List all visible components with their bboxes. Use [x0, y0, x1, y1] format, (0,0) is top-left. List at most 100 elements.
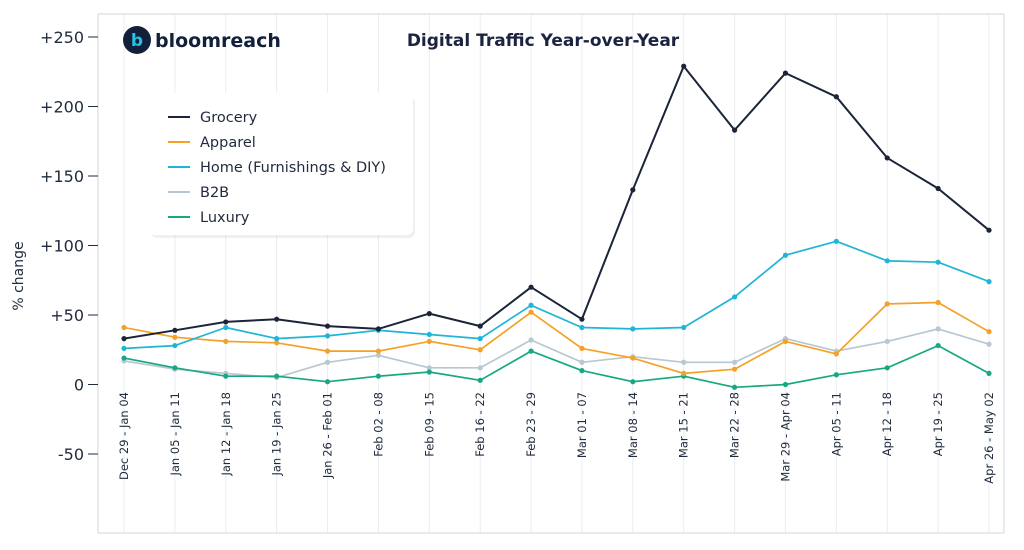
- x-tick-label: Apr 26 - May 02: [982, 392, 996, 484]
- x-tick-label: Mar 01 - 07: [575, 392, 589, 458]
- data-point: [579, 345, 585, 351]
- data-point: [630, 355, 636, 361]
- data-point: [782, 338, 789, 345]
- data-point: [731, 127, 738, 133]
- data-point: [375, 348, 382, 354]
- legend-label: Luxury: [200, 210, 250, 226]
- data-point: [731, 366, 738, 372]
- data-point: [579, 368, 585, 374]
- data-point: [172, 365, 178, 371]
- data-point: [121, 336, 127, 342]
- legend-box: [149, 93, 413, 235]
- data-point: [833, 351, 839, 357]
- data-point: [579, 359, 585, 365]
- bloomreach-logo-icon: [123, 26, 151, 54]
- data-point: [223, 319, 229, 325]
- legend-label: Home (Furnishings & DIY): [200, 160, 386, 176]
- data-point: [426, 365, 432, 371]
- y-axis-ticks: +250 +200 +150 +100 +50 0 -50: [40, 28, 98, 464]
- legend-label: Grocery: [200, 110, 258, 126]
- data-point: [324, 359, 331, 365]
- data-point: [528, 309, 534, 315]
- data-point: [477, 365, 483, 371]
- data-point: [833, 238, 839, 244]
- data-point: [782, 252, 789, 258]
- series-line: [123, 301, 990, 375]
- y-tick-label: +200: [40, 98, 84, 117]
- x-axis-ticks: Dec 29 - Jan 04 Jan 05 - Jan 11 Jan 12 - J…: [117, 392, 996, 484]
- data-point: [324, 379, 331, 385]
- data-point: [426, 331, 432, 338]
- data-point: [172, 334, 178, 340]
- data-point: [935, 185, 941, 192]
- x-tick-label: Jan 05 - Jan 11: [168, 392, 182, 477]
- brand-name: bloomreach: [155, 30, 281, 52]
- data-point: [986, 341, 992, 347]
- data-point: [477, 347, 483, 353]
- vertical-gridlines: [123, 14, 990, 533]
- data-point: [426, 311, 432, 317]
- data-point: [630, 187, 636, 193]
- x-tick-label: Mar 22 - 28: [728, 392, 742, 458]
- data-point: [223, 338, 229, 345]
- series-grocery: [121, 63, 992, 342]
- data-point: [731, 359, 738, 365]
- data-point: [935, 342, 941, 349]
- data-point: [274, 336, 280, 342]
- data-point: [986, 227, 992, 233]
- data-point: [477, 336, 483, 342]
- x-tick-label: Feb 16 - 22: [473, 392, 487, 457]
- plot-frame: [97, 13, 1005, 534]
- x-tick-label: Feb 09 - 15: [422, 392, 436, 457]
- data-point: [884, 258, 890, 264]
- series-line: [123, 328, 990, 379]
- data-point: [731, 384, 738, 390]
- data-point: [375, 326, 382, 332]
- data-point: [324, 333, 331, 339]
- data-point: [579, 316, 585, 322]
- data-point: [681, 63, 687, 69]
- series-lines: [121, 63, 992, 390]
- data-point: [884, 338, 890, 345]
- data-point: [731, 294, 738, 300]
- data-point: [172, 342, 178, 349]
- data-point: [986, 370, 992, 376]
- data-point: [121, 324, 127, 331]
- data-point: [528, 284, 534, 290]
- data-point: [528, 302, 534, 308]
- data-point: [579, 324, 585, 331]
- data-point: [833, 94, 839, 100]
- data-point: [426, 338, 432, 345]
- series-line: [123, 240, 990, 350]
- data-point: [935, 259, 941, 265]
- data-point: [884, 155, 890, 161]
- y-tick-label: +150: [40, 167, 84, 186]
- data-point: [630, 379, 636, 385]
- data-point: [375, 352, 382, 358]
- x-tick-label: Mar 15 - 21: [677, 392, 691, 458]
- data-point: [782, 70, 789, 76]
- x-tick-label: Feb 02 - 08: [371, 392, 385, 457]
- y-tick-label: 0: [74, 376, 84, 395]
- data-point: [223, 324, 229, 331]
- y-tick-label: +250: [40, 28, 84, 47]
- data-point: [884, 301, 890, 307]
- series-apparel: [121, 299, 992, 376]
- data-point: [630, 326, 636, 332]
- data-point: [986, 279, 992, 285]
- y-tick-label: +100: [40, 237, 84, 256]
- data-point: [274, 373, 280, 379]
- data-point: [528, 348, 534, 354]
- data-point: [935, 326, 941, 332]
- x-tick-label: Jan 12 - Jan 18: [219, 392, 233, 477]
- logo-letter: b: [131, 31, 143, 51]
- data-point: [681, 359, 687, 365]
- y-axis-label: % change: [11, 241, 27, 310]
- series-line: [123, 344, 990, 389]
- series-home-furnishings-diy: [121, 238, 992, 351]
- data-point: [172, 327, 178, 333]
- data-point: [121, 345, 127, 351]
- data-point: [782, 381, 789, 388]
- data-point: [274, 316, 280, 322]
